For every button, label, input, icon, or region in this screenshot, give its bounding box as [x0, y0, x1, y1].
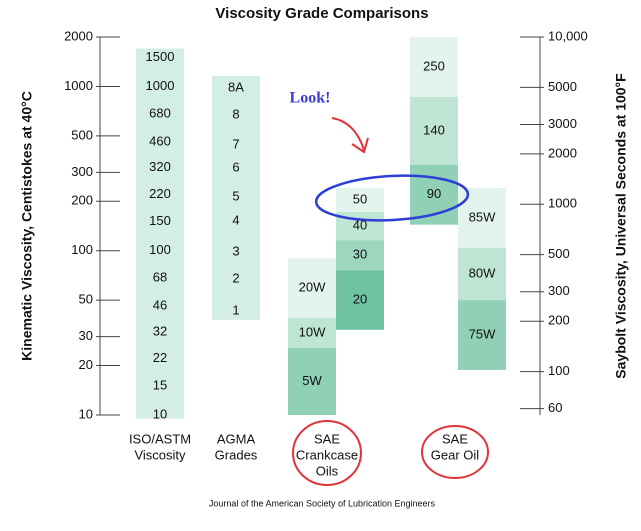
grade-label: 4 [232, 212, 239, 227]
grade-label: 10W [299, 324, 326, 339]
grade-band [458, 247, 506, 301]
y2-tick-label: 5000 [548, 79, 577, 94]
grade-label: 460 [149, 133, 171, 148]
y-tick-label: 500 [71, 127, 93, 142]
grade-label: 1 [232, 302, 239, 317]
grade-label: 320 [149, 159, 171, 174]
y2-tick-label: 300 [548, 283, 570, 298]
grade-band [288, 317, 336, 348]
grade-label: 15 [153, 378, 167, 393]
grade-label: 90 [427, 186, 441, 201]
grade-band [336, 240, 384, 271]
grade-label: 220 [149, 186, 171, 201]
grade-band [410, 37, 458, 97]
grade-label: 68 [153, 270, 167, 285]
grade-label: 5W [302, 373, 322, 388]
grade-label: 3 [232, 244, 239, 259]
category-label: Oils [316, 463, 339, 478]
y-tick-label: 2000 [64, 28, 93, 43]
grade-band [288, 258, 336, 318]
category-label: Grades [215, 447, 258, 462]
grade-label: 150 [149, 213, 171, 228]
y-tick-label: 20 [79, 357, 93, 372]
category-label: SAE [442, 431, 468, 446]
y2-tick-label: 3000 [548, 116, 577, 131]
y2-tick-label: 500 [548, 246, 570, 261]
y2-tick-label: 100 [548, 363, 570, 378]
category-label: ISO/ASTM [129, 431, 191, 446]
grade-label: 6 [232, 159, 239, 174]
y2-axis-title: Saybolt Viscosity, Universal Seconds at … [613, 73, 629, 379]
grade-band [288, 347, 336, 415]
grade-label: 30 [353, 247, 367, 262]
y-tick-label: 30 [79, 328, 93, 343]
category-label: Crankcase [296, 447, 358, 462]
y2-tick-label: 2000 [548, 145, 577, 160]
grade-label: 75W [469, 327, 496, 342]
y2-tick-label: 200 [548, 313, 570, 328]
y2-tick-label: 1000 [548, 196, 577, 211]
y-tick-label: 50 [79, 292, 93, 307]
grade-label: 5 [232, 189, 239, 204]
category-label: Viscosity [134, 447, 186, 462]
highlight-ellipse [314, 174, 470, 222]
grade-label: 22 [153, 350, 167, 365]
category-label: SAE [314, 431, 340, 446]
category-label: Gear Oil [431, 447, 480, 462]
chart-title: Viscosity Grade Comparisons [215, 5, 428, 22]
grade-label: 40 [353, 218, 367, 233]
y-tick-label: 200 [71, 193, 93, 208]
grade-label: 80W [469, 265, 496, 280]
grade-label: 1000 [146, 78, 175, 93]
grade-label: 32 [153, 323, 167, 338]
grade-label: 1500 [146, 49, 175, 64]
y-tick-label: 300 [71, 164, 93, 179]
grade-label: 10 [153, 406, 167, 421]
grade-label: 20 [353, 292, 367, 307]
columns [136, 37, 506, 419]
grade-label: 100 [149, 242, 171, 257]
grade-label: 85W [469, 209, 496, 224]
grade-label: 140 [423, 122, 445, 137]
grade-label: 8A [228, 79, 244, 94]
source: Journal of the American Society of Lubri… [209, 498, 436, 508]
y-tick-label: 100 [71, 242, 93, 257]
y2-tick-label: 10,000 [548, 28, 588, 43]
y-tick-label: 1000 [64, 78, 93, 93]
y2-tick-label: 60 [548, 400, 562, 415]
annotation: Look! [290, 90, 331, 107]
annotation-arrow [331, 117, 369, 154]
category-label: AGMA [217, 431, 256, 446]
highlight-circle [292, 420, 362, 486]
grade-label: 680 [149, 105, 171, 120]
grade-column [136, 48, 184, 419]
y-axis-title: Kinematic Viscosity, Centistokes at 40°C [19, 91, 35, 361]
highlight-circle [421, 425, 489, 479]
grade-band [336, 270, 384, 330]
grade-band [458, 300, 506, 370]
grade-label: 46 [153, 298, 167, 313]
grade-label: 50 [353, 191, 367, 206]
grade-label: 7 [232, 136, 239, 151]
grade-label: 8 [232, 106, 239, 121]
grade-label: 20W [299, 280, 326, 295]
grade-column [212, 75, 260, 320]
grade-label: 2 [232, 271, 239, 286]
grade-band [336, 187, 384, 213]
grade-band [410, 96, 458, 165]
grade-label: 250 [423, 58, 445, 73]
y-tick-label: 10 [79, 406, 93, 421]
